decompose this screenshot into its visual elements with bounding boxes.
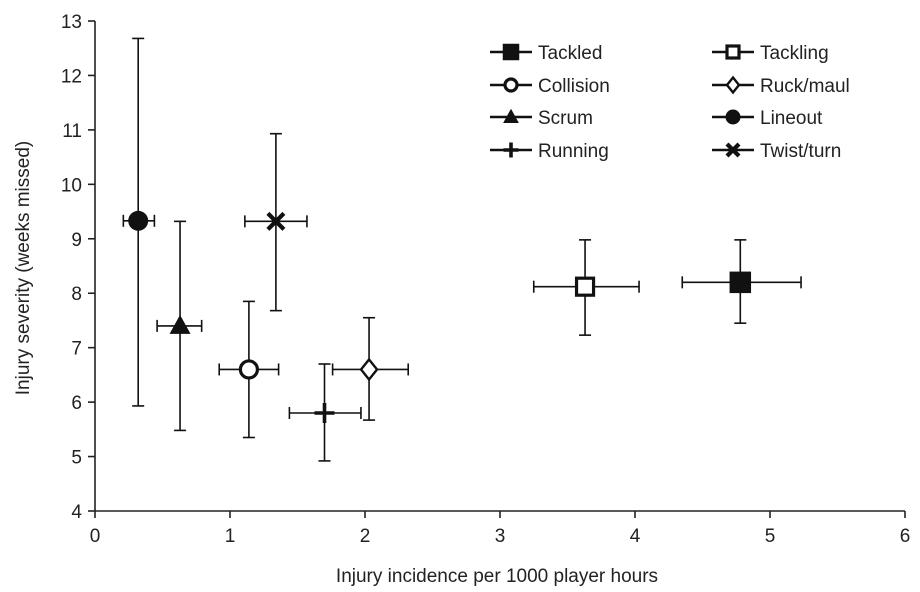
legend-marker-scrum <box>503 108 519 123</box>
legend-label: Tackling <box>760 43 829 64</box>
legend-marker-tackled <box>502 43 520 61</box>
series-ruck-maul <box>331 316 410 421</box>
x-tick-label: 5 <box>765 526 776 547</box>
legend-label: Collision <box>538 76 610 97</box>
legend-marker-running <box>503 142 519 158</box>
legend-label: Running <box>538 141 609 162</box>
series-tackled <box>681 239 802 324</box>
legend-item-running: Running <box>490 141 609 162</box>
legend-label: Twist/turn <box>760 141 841 162</box>
series-twist-turn <box>244 132 308 312</box>
y-tick-label: 6 <box>71 393 82 414</box>
y-tick-label: 7 <box>71 339 82 360</box>
series-collision <box>218 300 280 439</box>
legend-label: Ruck/maul <box>760 76 850 97</box>
legend-marker-tackling <box>725 44 741 60</box>
data-point-collision <box>238 359 259 380</box>
data-point-tackled <box>729 271 752 294</box>
y-tick-label: 10 <box>61 175 82 196</box>
y-tick-label: 4 <box>71 502 82 523</box>
legend-marker-lineout <box>725 109 741 125</box>
legend-item-scrum: Scrum <box>490 108 593 129</box>
y-tick-label: 12 <box>61 66 82 87</box>
y-tick-label: 5 <box>71 448 82 469</box>
legend-item-tackling: Tackling <box>712 43 829 64</box>
data-point-running <box>314 403 335 423</box>
data-point-tackling <box>574 276 596 297</box>
legend-marker-twist-turn <box>725 142 741 158</box>
legend-label: Lineout <box>760 108 823 129</box>
x-tick-label: 6 <box>900 526 911 547</box>
legend-item-lineout: Lineout <box>712 108 823 129</box>
x-tick-label: 2 <box>360 526 371 547</box>
legend-label: Scrum <box>538 108 593 129</box>
series-lineout <box>122 37 156 407</box>
data-point-lineout <box>128 210 149 231</box>
legend-item-twist-turn: Twist/turn <box>712 141 841 162</box>
legend-marker-collision <box>503 77 519 93</box>
x-tick-label: 0 <box>90 526 101 547</box>
series-running <box>288 363 362 462</box>
legend-label: Tackled <box>538 43 602 64</box>
data-point-twist-turn <box>266 211 286 231</box>
data-point-ruck-maul <box>359 357 379 382</box>
y-tick-label: 9 <box>71 230 82 251</box>
series-scrum <box>156 220 203 432</box>
legend-item-ruck-maul: Ruck/maul <box>712 75 850 97</box>
y-axis-title: Injury severity (weeks missed) <box>13 141 34 395</box>
data-point-scrum <box>169 314 191 334</box>
legend-item-tackled: Tackled <box>490 43 602 64</box>
series-tackling <box>532 239 640 336</box>
y-tick-label: 13 <box>61 12 82 33</box>
x-axis-title: Injury incidence per 1000 player hours <box>336 566 658 587</box>
legend-marker-ruck-maul <box>725 75 741 95</box>
y-tick-label: 11 <box>62 121 82 142</box>
legend: Tackled Tackling Collision Ruck/maul Scrum Li… <box>490 43 850 162</box>
x-tick-label: 3 <box>495 526 506 547</box>
y-tick-label: 8 <box>71 284 82 305</box>
legend-item-collision: Collision <box>490 76 610 97</box>
x-tick-label: 1 <box>225 526 236 547</box>
x-tick-label: 4 <box>630 526 641 547</box>
data-points <box>122 37 802 462</box>
